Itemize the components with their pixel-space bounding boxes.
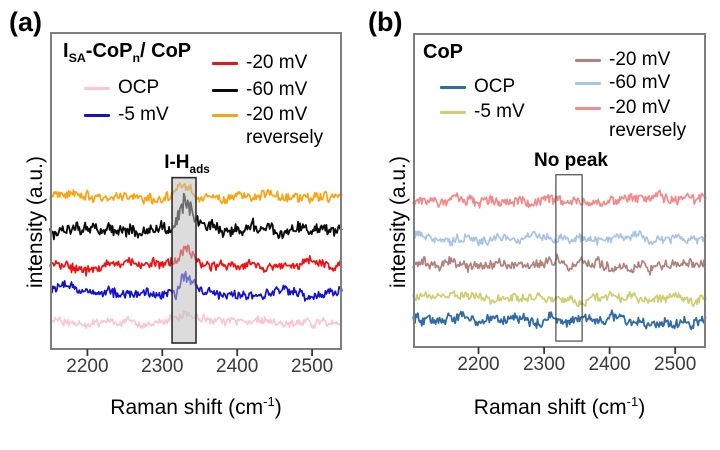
- legend-swatch-minus20mv-reversely-a: [212, 113, 238, 117]
- panel-b-label: (b): [368, 7, 403, 37]
- x-tick-label-b-2400: 2400: [588, 354, 631, 375]
- legend-item-minus5mv-b: -5 mV: [440, 101, 525, 123]
- legend-item-minus60mv-b: -60 mV: [575, 72, 670, 94]
- legend-item-minus60mv-a: -60 mV: [212, 79, 307, 101]
- legend-swatch-minus20mv-reversely-b: [575, 106, 601, 110]
- panel-a-title: ISA-CoPn/ CoP: [63, 40, 192, 65]
- legend-swatch-minus60mv-b: [575, 81, 601, 85]
- panel-a-label: (a): [9, 7, 42, 37]
- legend-item-minus5mv-a: -5 mV: [84, 104, 169, 126]
- legend-swatch-minus5mv-a: [84, 113, 110, 117]
- legend-item-reversely-text-b: reversely: [609, 120, 687, 141]
- x-tick-label-a-2400: 2400: [216, 356, 259, 377]
- x-tick-label-a-2500: 2500: [290, 356, 334, 377]
- panel-b-title: CoP: [423, 41, 463, 63]
- legend-item-minus20mv-reversely-a: -20 mV: [212, 104, 307, 126]
- legend-swatch-ocp-b: [440, 85, 466, 89]
- legend-swatch-ocp-a: [84, 86, 110, 90]
- legend-swatch-minus5mv-b: [440, 110, 466, 114]
- y-axis-label-b: intensity (a.u.): [387, 156, 410, 288]
- legend-item-ocp-a: OCP: [84, 77, 159, 99]
- legend-swatch-minus60mv-a: [212, 88, 238, 92]
- annotation-nopeak-label: No peak: [534, 150, 608, 171]
- x-axis-label-b: Raman shift (cm-1): [473, 394, 646, 419]
- legend-item-minus20mv-a: -20 mV: [212, 52, 307, 74]
- x-tick-label-a-2200: 2200: [66, 356, 109, 377]
- annotation-ihads-label: I-Hads: [164, 152, 210, 176]
- x-tick-label-b-2200: 2200: [457, 354, 500, 375]
- x-axis-label-a: Raman shift (cm-1): [110, 394, 282, 419]
- x-tick-label-b-2500: 2500: [654, 354, 697, 375]
- panel-a-plot-area: ISA-CoPn/ CoP OCP -5 mV -20 mV -60 mV -2…: [49, 32, 343, 377]
- legend-swatch-minus20mv-b: [575, 58, 601, 62]
- x-tick-label-b-2300: 2300: [522, 354, 566, 375]
- legend-item-minus20mv-reversely-b: -20 mV: [575, 97, 670, 119]
- y-axis-label-a: intensity (a.u.): [24, 156, 47, 288]
- panel-a-chart-canvas: [49, 32, 343, 356]
- legend-item-ocp-b: OCP: [440, 76, 515, 98]
- panel-b-plot-area: CoP OCP -5 mV -20 mV -60 mV -20 mV rever…: [412, 33, 707, 375]
- legend-item-minus20mv-b: -20 mV: [575, 49, 670, 71]
- legend-item-reversely-text-a: reversely: [246, 127, 324, 148]
- x-tick-label-a-2300: 2300: [141, 356, 184, 377]
- legend-swatch-minus20mv-a: [212, 61, 238, 65]
- panel-b-chart-canvas: [412, 33, 707, 354]
